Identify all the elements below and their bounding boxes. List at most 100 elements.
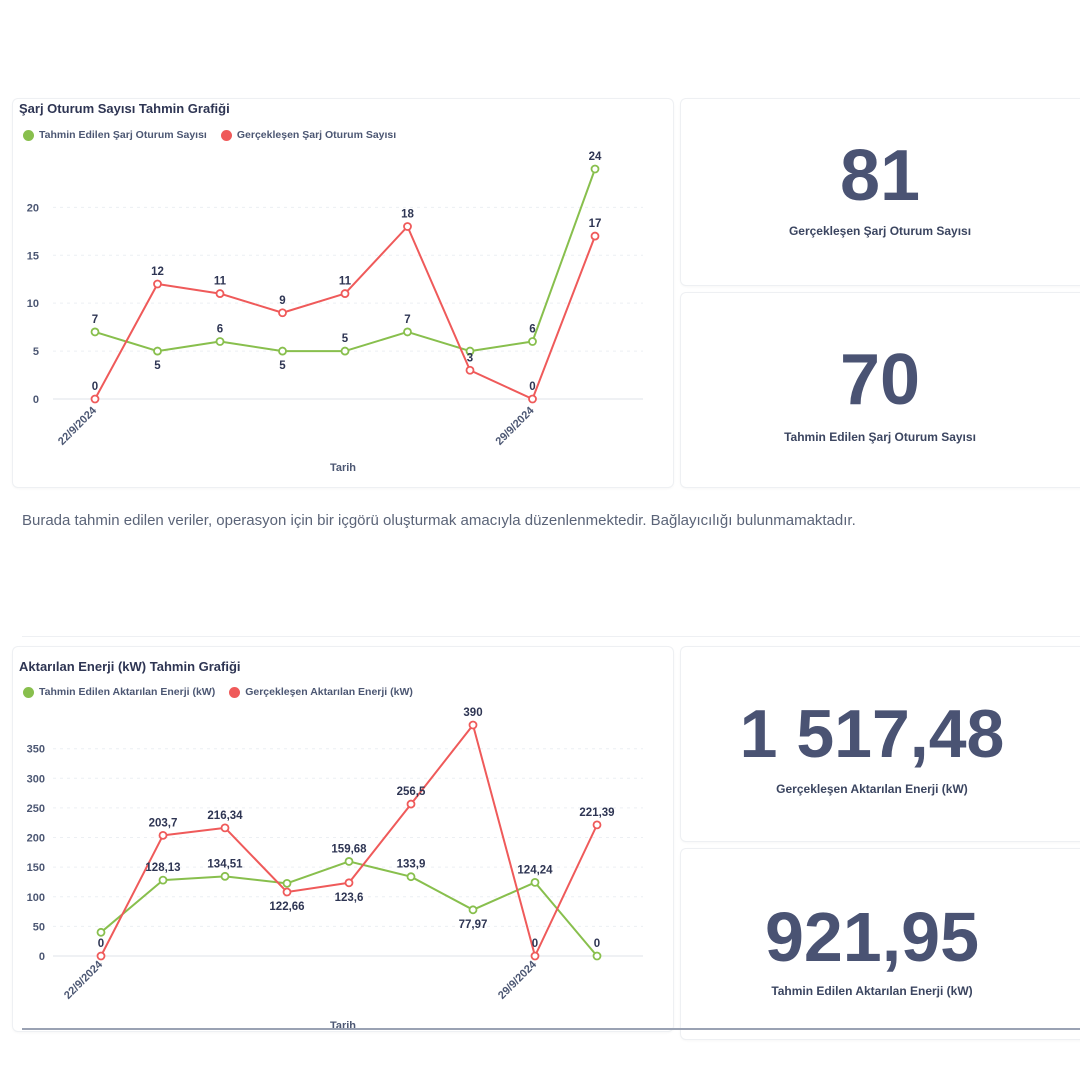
legend-label: Tahmin Edilen Şarj Oturum Sayısı [39, 129, 207, 141]
metric-value: 921,95 [764, 898, 980, 976]
legend-label: Gerçekleşen Şarj Oturum Sayısı [236, 129, 397, 141]
data-point[interactable] [590, 164, 600, 174]
y-tick-label: 20 [27, 202, 39, 214]
data-label: 0 [532, 938, 538, 950]
data-point[interactable] [403, 222, 412, 231]
y-tick-label: 0 [39, 951, 45, 963]
data-point[interactable] [158, 875, 168, 885]
session-line-chart: 0 5 10 15 20 22/9/2024 29/9/2024 Tarih 7 5 6 5 5 7 6 24… [27, 151, 643, 474]
y-tick-label: 0 [33, 394, 39, 406]
data-point[interactable] [282, 878, 292, 888]
data-point[interactable] [340, 289, 350, 298]
metric-value: 70 [839, 340, 921, 420]
metric-label: Gerçekleşen Şarj Oturum Sayısı [788, 224, 972, 238]
legend-dot-red-icon [229, 686, 241, 698]
data-point[interactable] [96, 927, 106, 937]
data-label: 77,97 [459, 919, 488, 931]
metric-forecast-sessions: 70 Tahmin Edilen Şarj Oturum Sayısı [680, 344, 1080, 444]
data-point[interactable] [153, 346, 162, 356]
y-tick-label: 100 [27, 892, 45, 904]
legend-item-forecast[interactable]: Tahmin Edilen Şarj Oturum Sayısı [23, 129, 207, 141]
data-point[interactable] [592, 951, 602, 961]
data-label: 128,13 [145, 862, 180, 874]
data-point[interactable] [278, 308, 287, 318]
data-label: 221,39 [579, 807, 614, 819]
data-point[interactable] [406, 872, 416, 882]
data-point[interactable] [530, 951, 540, 961]
data-point[interactable] [153, 279, 162, 289]
x-axis-title: Tarih [330, 1020, 356, 1031]
data-label: 256,5 [397, 786, 426, 798]
y-tick-label: 150 [27, 862, 45, 874]
disclaimer-text: Burada tahmin edilen veriler, operasyon … [22, 512, 856, 529]
data-point[interactable] [592, 820, 602, 830]
metric-label: Tahmin Edilen Aktarılan Enerji (kW) [771, 984, 973, 998]
metric-forecast-energy: 921,95 Tahmin Edilen Aktarılan Enerji (k… [672, 902, 1072, 998]
data-point[interactable] [465, 346, 475, 356]
data-point[interactable] [215, 337, 225, 346]
x-tick-label: 22/9/2024 [62, 958, 106, 1002]
data-point[interactable] [465, 365, 475, 375]
y-tick-label: 10 [27, 298, 39, 310]
data-point[interactable] [528, 337, 537, 346]
data-point[interactable] [278, 346, 287, 356]
data-label: 390 [463, 707, 482, 719]
y-tick-label: 350 [27, 744, 45, 756]
data-point[interactable] [468, 905, 478, 915]
data-point[interactable] [403, 327, 412, 337]
series-line-0 [94, 168, 596, 353]
data-point[interactable] [530, 878, 540, 887]
x-tick-label: 29/9/2024 [496, 958, 540, 1002]
chart-title: Aktarılan Enerji (kW) Tahmin Grafiği [19, 659, 241, 674]
metric-label: Tahmin Edilen Şarj Oturum Sayısı [784, 430, 976, 444]
legend-dot-green-icon [23, 686, 34, 698]
metric-label: Gerçekleşen Aktarılan Enerji (kW) [776, 782, 968, 796]
legend-item-forecast[interactable]: Tahmin Edilen Aktarılan Enerji (kW) [23, 686, 215, 698]
data-point[interactable] [90, 394, 100, 404]
session-chart-card: Şarj Oturum Sayısı Tahmin Grafiği Tahmin… [12, 98, 674, 488]
metric-card-actual-sessions [680, 98, 1080, 286]
data-point[interactable] [220, 871, 230, 881]
metric-actual-sessions: 81 Gerçekleşen Şarj Oturum Sayısı [680, 140, 1080, 238]
data-point[interactable] [468, 720, 478, 730]
metric-card-actual-energy [680, 646, 1080, 842]
data-point[interactable] [406, 799, 416, 809]
x-tick-label: 22/9/2024 [56, 404, 100, 448]
data-label: 9 [279, 295, 285, 307]
data-label: 216,34 [207, 810, 243, 822]
data-point[interactable] [340, 346, 350, 356]
data-point[interactable] [590, 231, 600, 241]
data-point[interactable] [96, 951, 106, 961]
data-label: 24 [589, 151, 602, 163]
bottom-border-line [22, 1028, 1080, 1030]
data-point[interactable] [344, 878, 354, 888]
y-tick-label: 200 [27, 833, 45, 845]
legend-item-actual[interactable]: Gerçekleşen Aktarılan Enerji (kW) [229, 686, 413, 698]
chart-legend: Tahmin Edilen Aktarılan Enerji (kW) Gerç… [23, 686, 427, 698]
chart-legend: Tahmin Edilen Şarj Oturum Sayısı Gerçekl… [23, 129, 410, 141]
metric-value: 1 517,48 [739, 696, 1005, 772]
data-label: 11 [339, 276, 352, 288]
data-label: 7 [92, 314, 98, 326]
legend-dot-green-icon [23, 129, 34, 141]
data-label: 203,7 [149, 817, 178, 829]
section-divider [22, 636, 1080, 637]
data-point[interactable] [158, 830, 168, 840]
data-point[interactable] [282, 887, 292, 897]
chart-title: Şarj Oturum Sayısı Tahmin Grafiği [19, 101, 230, 116]
series-line-1 [94, 225, 596, 400]
data-label: 159,68 [331, 843, 367, 855]
data-point[interactable] [528, 394, 537, 404]
data-point[interactable] [220, 823, 230, 833]
data-point[interactable] [344, 857, 354, 866]
data-label: 11 [214, 276, 227, 288]
data-point[interactable] [90, 327, 100, 337]
series-line-1 [100, 724, 598, 957]
y-tick-label: 5 [33, 346, 39, 358]
data-label: 122,66 [269, 901, 304, 913]
x-tick-label: 29/9/2024 [494, 404, 538, 448]
legend-item-actual[interactable]: Gerçekleşen Şarj Oturum Sayısı [220, 129, 397, 141]
data-label: 5 [154, 360, 161, 372]
data-point[interactable] [215, 289, 225, 298]
data-label: 0 [98, 938, 104, 950]
